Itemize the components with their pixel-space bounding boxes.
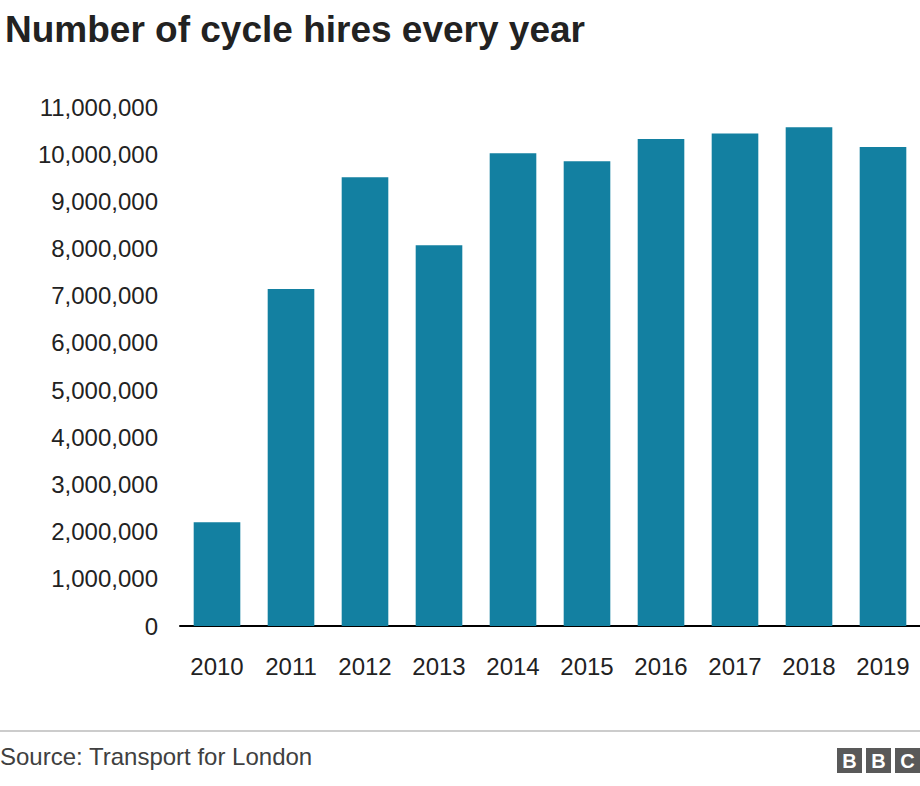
svg-text:0: 0 bbox=[145, 613, 158, 640]
svg-text:2011: 2011 bbox=[265, 653, 317, 680]
svg-text:6,000,000: 6,000,000 bbox=[51, 329, 158, 356]
svg-text:10,000,000: 10,000,000 bbox=[38, 141, 158, 168]
svg-text:2010: 2010 bbox=[190, 653, 243, 680]
svg-text:Source: Transport for London: Source: Transport for London bbox=[0, 743, 312, 770]
svg-text:7,000,000: 7,000,000 bbox=[51, 282, 158, 309]
svg-text:2015: 2015 bbox=[560, 653, 613, 680]
svg-text:3,000,000: 3,000,000 bbox=[51, 471, 158, 498]
svg-text:B: B bbox=[871, 750, 885, 772]
svg-text:2017: 2017 bbox=[708, 653, 761, 680]
svg-text:2013: 2013 bbox=[412, 653, 465, 680]
svg-text:5,000,000: 5,000,000 bbox=[51, 377, 158, 404]
svg-text:2019: 2019 bbox=[856, 653, 909, 680]
svg-text:Number of cycle hires every ye: Number of cycle hires every year bbox=[5, 9, 585, 50]
svg-text:B: B bbox=[842, 750, 856, 772]
svg-text:2018: 2018 bbox=[782, 653, 835, 680]
svg-text:4,000,000: 4,000,000 bbox=[51, 424, 158, 451]
svg-text:C: C bbox=[900, 750, 914, 772]
svg-text:8,000,000: 8,000,000 bbox=[51, 235, 158, 262]
svg-text:2,000,000: 2,000,000 bbox=[51, 518, 158, 545]
svg-text:11,000,000: 11,000,000 bbox=[40, 94, 158, 121]
svg-text:1,000,000: 1,000,000 bbox=[51, 565, 158, 592]
svg-text:2012: 2012 bbox=[338, 653, 391, 680]
svg-text:2014: 2014 bbox=[486, 653, 539, 680]
svg-text:2016: 2016 bbox=[634, 653, 687, 680]
svg-text:9,000,000: 9,000,000 bbox=[51, 188, 158, 215]
